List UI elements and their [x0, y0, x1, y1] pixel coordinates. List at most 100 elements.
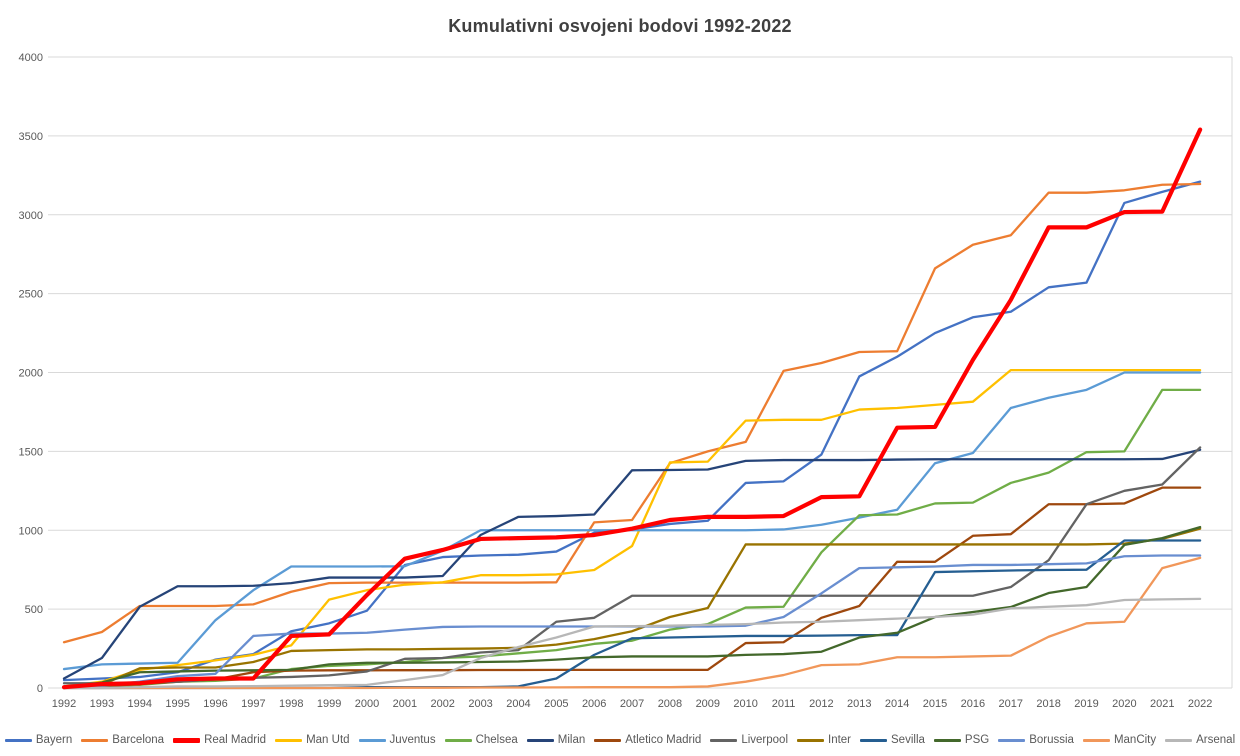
legend-label: Chelsea	[475, 734, 518, 746]
legend-line-swatch-icon	[4, 738, 32, 742]
legend-item-real-madrid: Real Madrid	[173, 734, 266, 746]
legend-line-swatch-icon	[81, 738, 109, 742]
legend-item-milan: Milan	[526, 734, 586, 746]
x-axis-label: 2022	[1188, 698, 1212, 710]
legend-label: Milan	[557, 734, 586, 746]
y-axis-label: 1000	[19, 525, 43, 537]
x-axis-label: 1992	[52, 698, 76, 710]
series-line-barcelona	[62, 182, 1202, 644]
legend-label: Juventus	[389, 734, 436, 746]
legend-item-atletico-madrid: Atletico Madrid	[594, 734, 701, 746]
legend-label: Inter	[828, 734, 852, 746]
x-axis-label: 2019	[1074, 698, 1098, 710]
x-axis-label: 2016	[961, 698, 985, 710]
x-axis-label: 2020	[1112, 698, 1136, 710]
x-axis-label: 2008	[658, 698, 682, 710]
legend-line-swatch-icon	[933, 738, 961, 742]
x-axis-label: 2013	[847, 698, 871, 710]
legend-line-swatch-icon	[710, 738, 738, 742]
x-axis-label: 2006	[582, 698, 606, 710]
series-line-real-madrid	[61, 127, 1203, 690]
x-axis-label: 2021	[1150, 698, 1174, 710]
legend-item-arsenal: Arsenal	[1165, 734, 1235, 746]
x-axis-label: 2007	[620, 698, 644, 710]
x-axis-label: 2001	[393, 698, 417, 710]
legend-line-swatch-icon	[998, 738, 1026, 742]
y-axis-label: 500	[25, 604, 43, 616]
legend-label: Barcelona	[112, 734, 165, 746]
x-axis-label: 2015	[923, 698, 947, 710]
chart-plot-area: 0 500 1000 1500 2000 2500 3000 3500 4000 1992 1993…	[19, 52, 1233, 710]
x-axis-label: 2000	[355, 698, 379, 710]
x-axis-label: 2003	[468, 698, 492, 710]
legend-line-swatch-icon	[444, 738, 472, 742]
y-axis-label: 3500	[19, 131, 43, 143]
legend-line-swatch-icon	[173, 737, 201, 743]
x-axis-label: 2002	[430, 698, 454, 710]
x-axis-label: 2014	[885, 698, 909, 710]
series-line-chelsea	[62, 388, 1202, 690]
legend-item-psg: PSG	[933, 734, 990, 746]
legend-label: Borussia	[1029, 734, 1074, 746]
x-axis-label: 2010	[733, 698, 757, 710]
legend-item-liverpool: Liverpool	[710, 734, 788, 746]
chart-title: Kumulativni osvojeni bodovi 1992-2022	[448, 16, 792, 36]
legend-line-swatch-icon	[526, 738, 554, 742]
legend-line-swatch-icon	[797, 738, 824, 742]
series-line-psg	[62, 525, 1202, 690]
x-axis-label: 1993	[90, 698, 114, 710]
x-axis-label: 1999	[317, 698, 341, 710]
legend-line-swatch-icon	[358, 738, 386, 742]
series-line-inter	[62, 527, 1202, 690]
legend-item-barcelona: Barcelona	[81, 734, 164, 746]
x-axis-label: 2017	[999, 698, 1023, 710]
series-line-man-utd	[62, 368, 1202, 688]
legend-item-juventus: Juventus	[358, 734, 436, 746]
y-axis-label: 3000	[19, 210, 43, 222]
x-axis-label: 2018	[1036, 698, 1060, 710]
legend-label: Real Madrid	[204, 734, 267, 746]
x-axis-label: 1994	[127, 698, 151, 710]
legend-item-man-utd: Man Utd	[275, 734, 350, 746]
series-line-milan	[62, 448, 1202, 680]
y-axis-label: 2500	[19, 289, 43, 301]
legend-label: Man Utd	[306, 734, 350, 746]
legend-label: Arsenal	[1196, 734, 1236, 746]
y-axis-label: 0	[37, 683, 43, 695]
x-axis-label: 1996	[203, 698, 227, 710]
legend-label: Bayern	[35, 734, 73, 746]
series-line-atletico-madrid	[62, 486, 1202, 690]
legend-line-swatch-icon	[860, 738, 888, 742]
x-axis-label: 1995	[165, 698, 189, 710]
legend-line-swatch-icon	[1165, 738, 1193, 742]
x-axis-label: 2005	[544, 698, 568, 710]
series-line-arsenal	[62, 597, 1202, 690]
legend-item-mancity: ManCity	[1082, 734, 1157, 746]
x-axis-label: 1997	[241, 698, 265, 710]
legend-label: PSG	[964, 734, 990, 746]
x-axis-label: 2009	[696, 698, 720, 710]
legend-label: Atletico Madrid	[625, 734, 702, 746]
y-axis-label: 4000	[19, 52, 43, 64]
x-axis-label: 2004	[506, 698, 530, 710]
series-line-mancity	[62, 556, 1202, 690]
x-axis-label: 2011	[772, 698, 796, 710]
series-line-borussia	[62, 554, 1202, 690]
legend-label: Liverpool	[741, 734, 788, 746]
x-axis-label: 2012	[809, 698, 833, 710]
legend-label: ManCity	[1113, 734, 1157, 746]
legend-label: Sevilla	[891, 734, 925, 746]
y-axis-label: 1500	[19, 446, 43, 458]
legend-line-swatch-icon	[275, 738, 303, 742]
legend-line-swatch-icon	[594, 738, 622, 742]
legend-line-swatch-icon	[1082, 738, 1110, 742]
x-axis-label: 1998	[279, 698, 303, 710]
legend-item-bayern: Bayern	[4, 734, 73, 746]
legend-item-sevilla: Sevilla	[860, 734, 925, 746]
legend-item-chelsea: Chelsea	[444, 734, 518, 746]
legend-item-inter: Inter	[797, 734, 851, 746]
y-axis-label: 2000	[19, 368, 43, 380]
legend-item-borussia: Borussia	[998, 734, 1074, 746]
chart-legend: Bayern Barcelona Real Madrid Man Utd Juventu…	[0, 734, 1240, 746]
